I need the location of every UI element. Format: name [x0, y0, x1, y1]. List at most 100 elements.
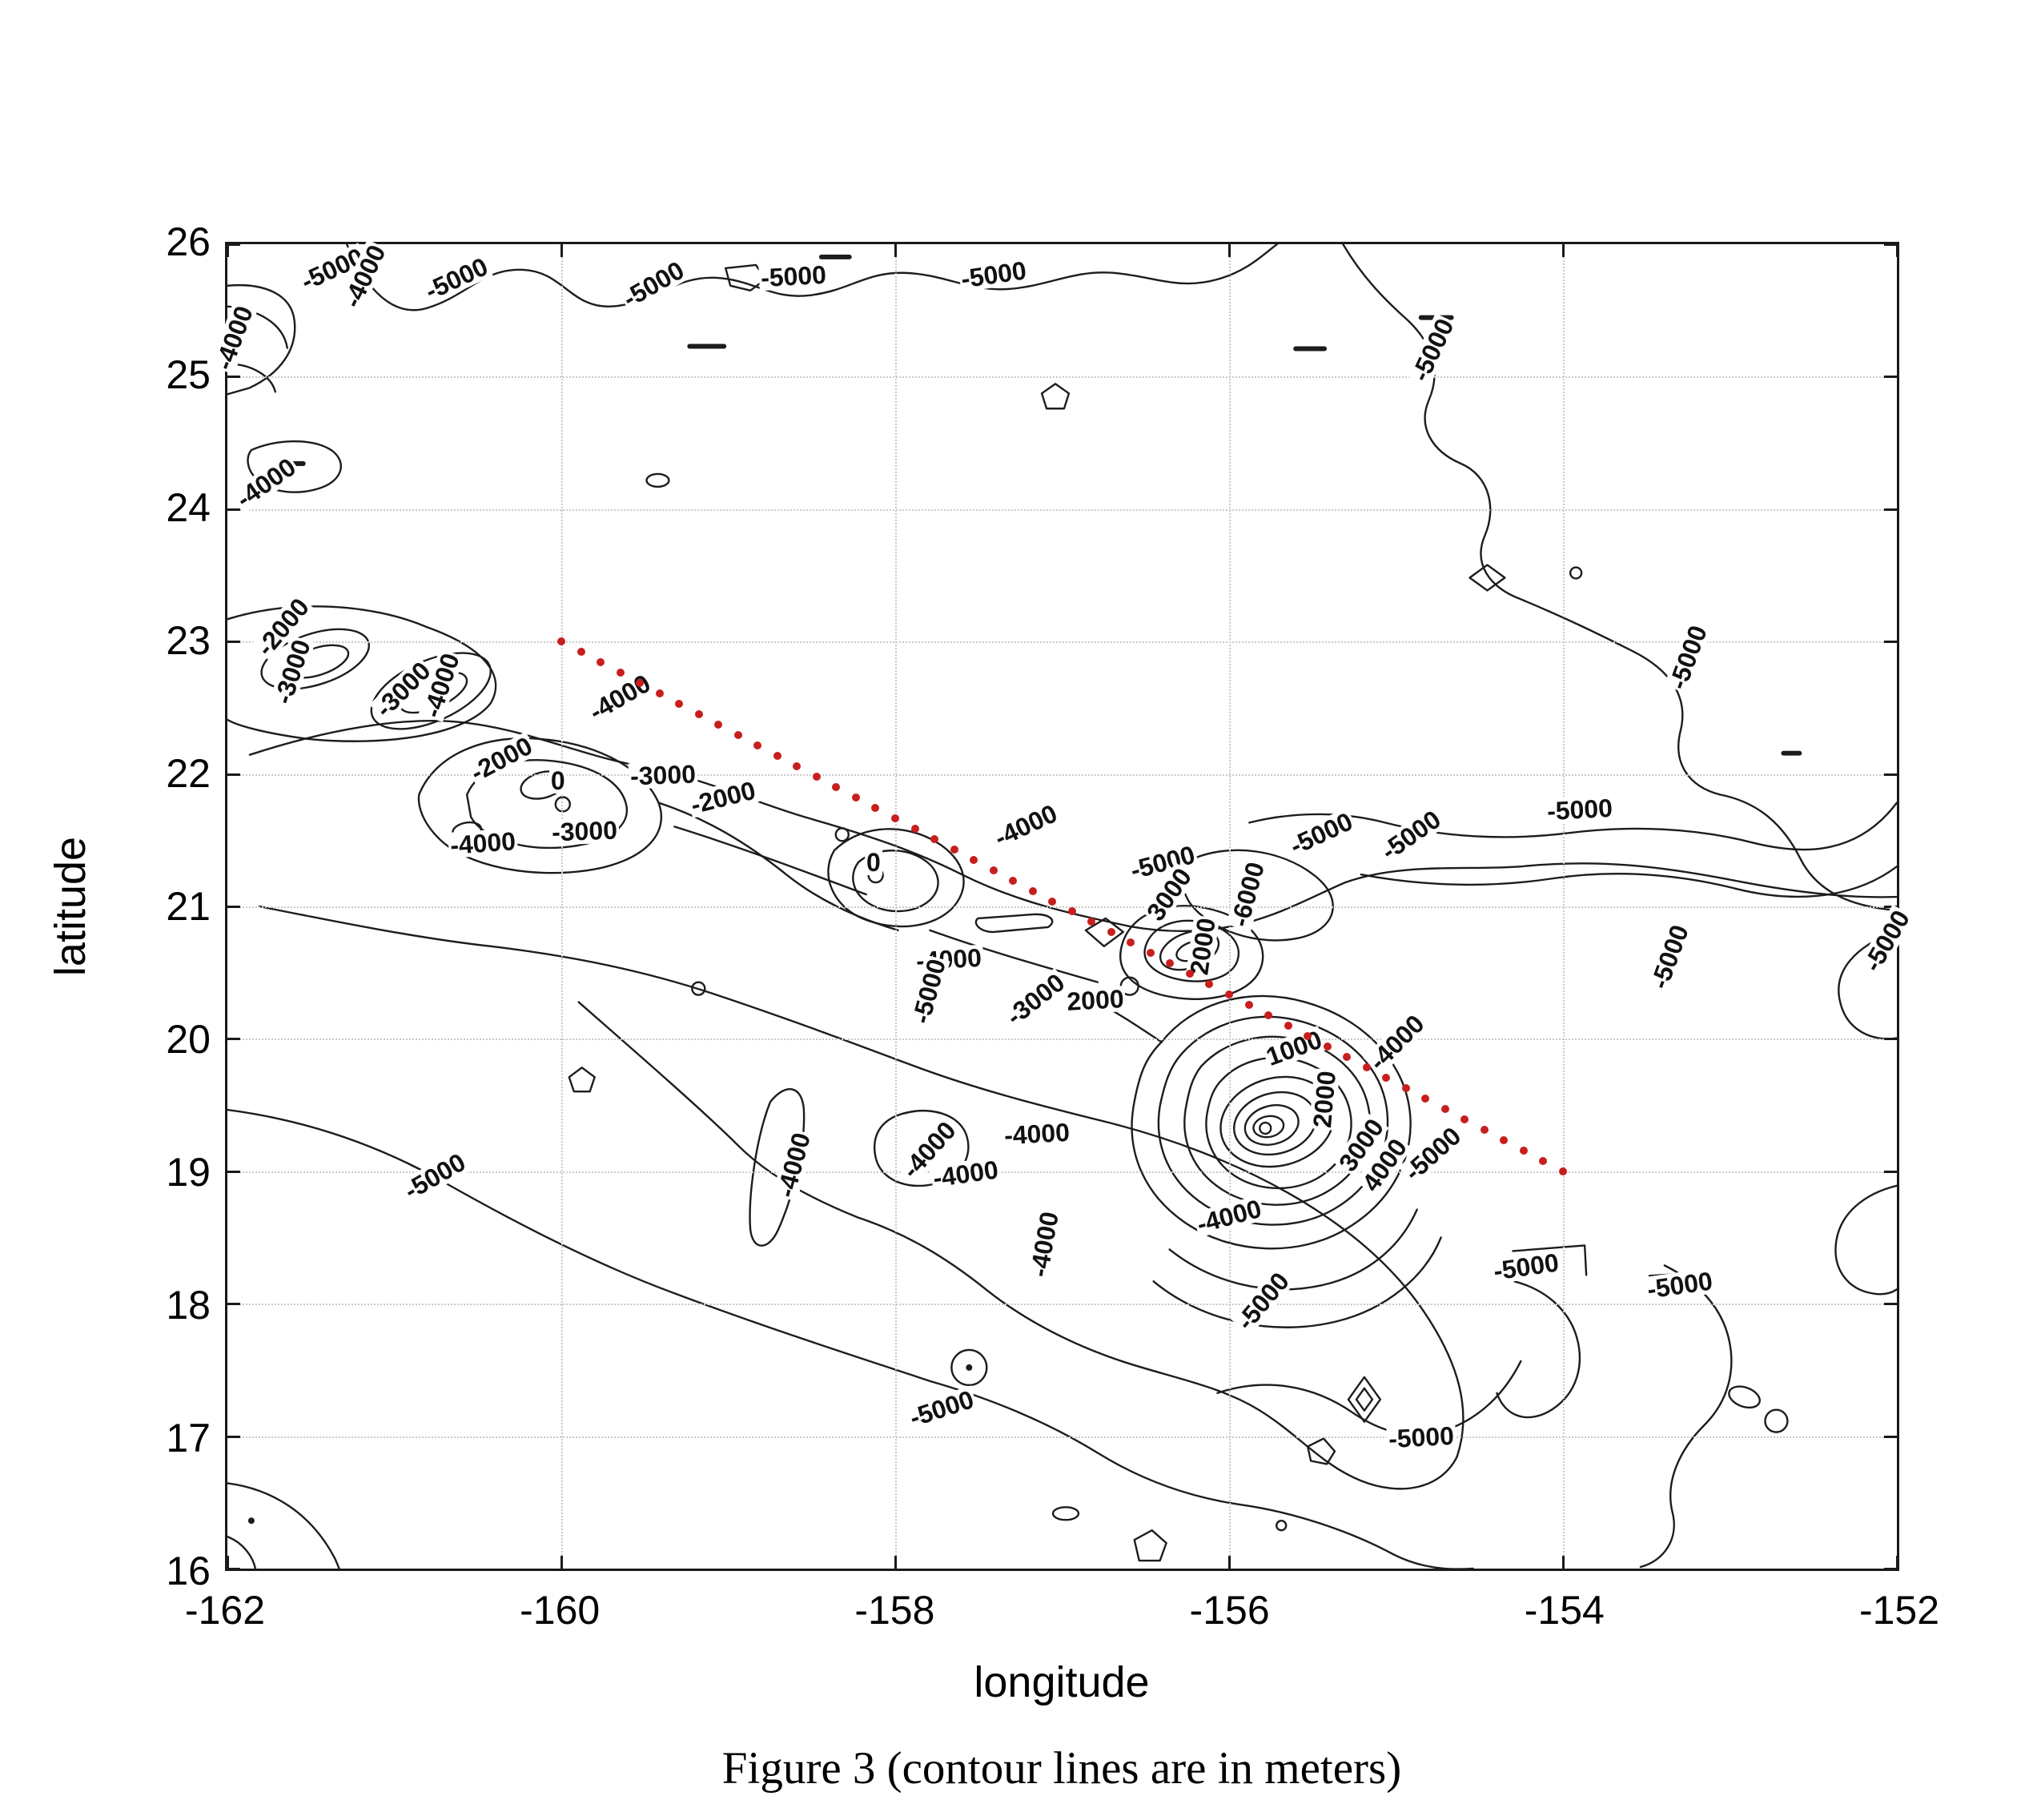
contour-level-label: -5000: [419, 251, 493, 306]
contour-path: [1360, 865, 1897, 898]
x-tick-mark: [1562, 244, 1565, 257]
y-tick-label: 25: [166, 352, 211, 397]
section-line-dot: [1244, 1001, 1253, 1010]
contour-level-label: 1000: [1261, 1024, 1328, 1072]
x-tick-label: -154: [1524, 1588, 1605, 1633]
y-tick-mark: [1884, 243, 1897, 246]
section-line-dot: [851, 793, 860, 802]
contour-level-label: -4000: [448, 826, 518, 860]
contour-level-label: -5000: [617, 255, 689, 313]
section-line-dot: [577, 648, 585, 657]
x-tick-mark: [1228, 244, 1231, 257]
contour-path: [929, 929, 1099, 983]
y-tick-mark: [227, 376, 240, 379]
x-tick-label: -158: [854, 1588, 935, 1633]
contour-level-label: -4000: [1023, 1207, 1064, 1280]
contour-path: [673, 826, 867, 896]
plot-overlay: -5000 -4000 -5000 -5000 -5000 -5000 -5000 -5000…: [209, 239, 1916, 1570]
section-line-dot: [1480, 1125, 1489, 1134]
section-line-dot: [714, 720, 723, 729]
x-tick-mark: [1896, 244, 1898, 257]
y-tick-label: 21: [166, 884, 211, 929]
contour-path: [950, 1348, 988, 1387]
section-line-dot: [1500, 1135, 1509, 1144]
y-axis-label: latitude: [46, 836, 94, 977]
contour-path: [1248, 802, 1897, 851]
contour-path: [1181, 849, 1334, 942]
y-tick-label: 22: [166, 751, 211, 796]
contour-level-label: -4000: [209, 301, 259, 376]
y-tick-mark: [1884, 1568, 1897, 1570]
contour-path: [1639, 1264, 1733, 1569]
contour-path: [1306, 1437, 1336, 1465]
section-line-dot: [1028, 886, 1037, 895]
contour-level-label: -6000: [1224, 858, 1270, 931]
y-tick-label: 24: [166, 485, 211, 530]
contour-level-label: -5000: [1645, 920, 1695, 994]
contour-path: [1168, 1208, 1418, 1291]
y-tick-label: 19: [166, 1150, 211, 1195]
contour-level-label: 0: [548, 765, 567, 795]
section-line-dot: [871, 803, 880, 812]
y-tick-mark: [1884, 1170, 1897, 1173]
contour-level-label: 2000: [1307, 1068, 1341, 1131]
contour-dot: [966, 1364, 973, 1371]
contour-path: [691, 981, 706, 996]
plot-area: -5000 -4000 -5000 -5000 -5000 -5000 -5000 -5000…: [209, 239, 1916, 1571]
y-tick-mark: [1884, 1038, 1897, 1041]
contour-level-label: -2000: [464, 731, 538, 788]
y-tick-label: 20: [166, 1017, 211, 1062]
contour-path: [1084, 917, 1124, 948]
x-tick-mark: [894, 1556, 897, 1569]
y-tick-mark: [227, 1568, 240, 1570]
contour-path: [1355, 1387, 1374, 1412]
contour-level-label: -4000: [1362, 1009, 1430, 1077]
section-line-dot: [1166, 959, 1175, 968]
contour-path: [852, 850, 939, 913]
contour-path: [1205, 1056, 1352, 1190]
x-tick-mark: [1896, 1556, 1898, 1569]
y-tick-mark: [227, 641, 240, 644]
section-line-dot: [1421, 1094, 1430, 1103]
contour-level-label: -4000: [770, 1127, 816, 1202]
contour-level-label: -5000: [906, 954, 951, 1028]
contour-path: [227, 1108, 1474, 1569]
contour-path: [974, 913, 1054, 934]
section-line-dot: [1205, 980, 1214, 989]
section-line-dot: [694, 710, 703, 718]
contour-path: [568, 1067, 596, 1093]
section-line-dot: [1440, 1104, 1449, 1113]
contour-level-label: -4000: [417, 649, 465, 722]
contour-path: [1143, 919, 1239, 982]
contour-path: [227, 1482, 340, 1569]
section-line-dot: [1087, 918, 1096, 926]
contour-path: [1040, 383, 1071, 410]
contour-level-label: -4000: [1002, 1118, 1072, 1151]
grid-line-horizontal: [227, 641, 1897, 644]
contour-level-label: -4000: [1192, 1194, 1266, 1239]
contour-level-label: 0: [864, 848, 882, 878]
section-line-dot: [753, 741, 762, 749]
contour-path: [1834, 1184, 1897, 1296]
contour-path: [1131, 994, 1412, 1250]
section-line-dot: [675, 700, 684, 709]
section-line-dot: [910, 824, 919, 833]
section-line-dot: [655, 689, 664, 698]
contour-level-label: -4000: [988, 798, 1063, 853]
contour-path: [227, 605, 497, 742]
grid-line-horizontal: [227, 1171, 1897, 1173]
y-tick-mark: [227, 1435, 240, 1438]
y-tick-mark: [227, 1303, 240, 1306]
contour-level-label: -5000: [1386, 1421, 1456, 1454]
contour-level-label: -2000: [686, 775, 760, 820]
section-line-dot: [733, 730, 742, 739]
contour-path: [1728, 1385, 1761, 1409]
contour-level-label: -5000: [1375, 804, 1447, 866]
section-line-dot: [970, 855, 978, 864]
y-tick-label: 16: [166, 1549, 211, 1593]
section-line-dot: [930, 834, 939, 843]
contour-dot: [247, 1517, 255, 1525]
section-line-dot: [1559, 1167, 1567, 1175]
x-tick-mark: [227, 244, 229, 257]
section-line-dot: [1264, 1011, 1273, 1020]
